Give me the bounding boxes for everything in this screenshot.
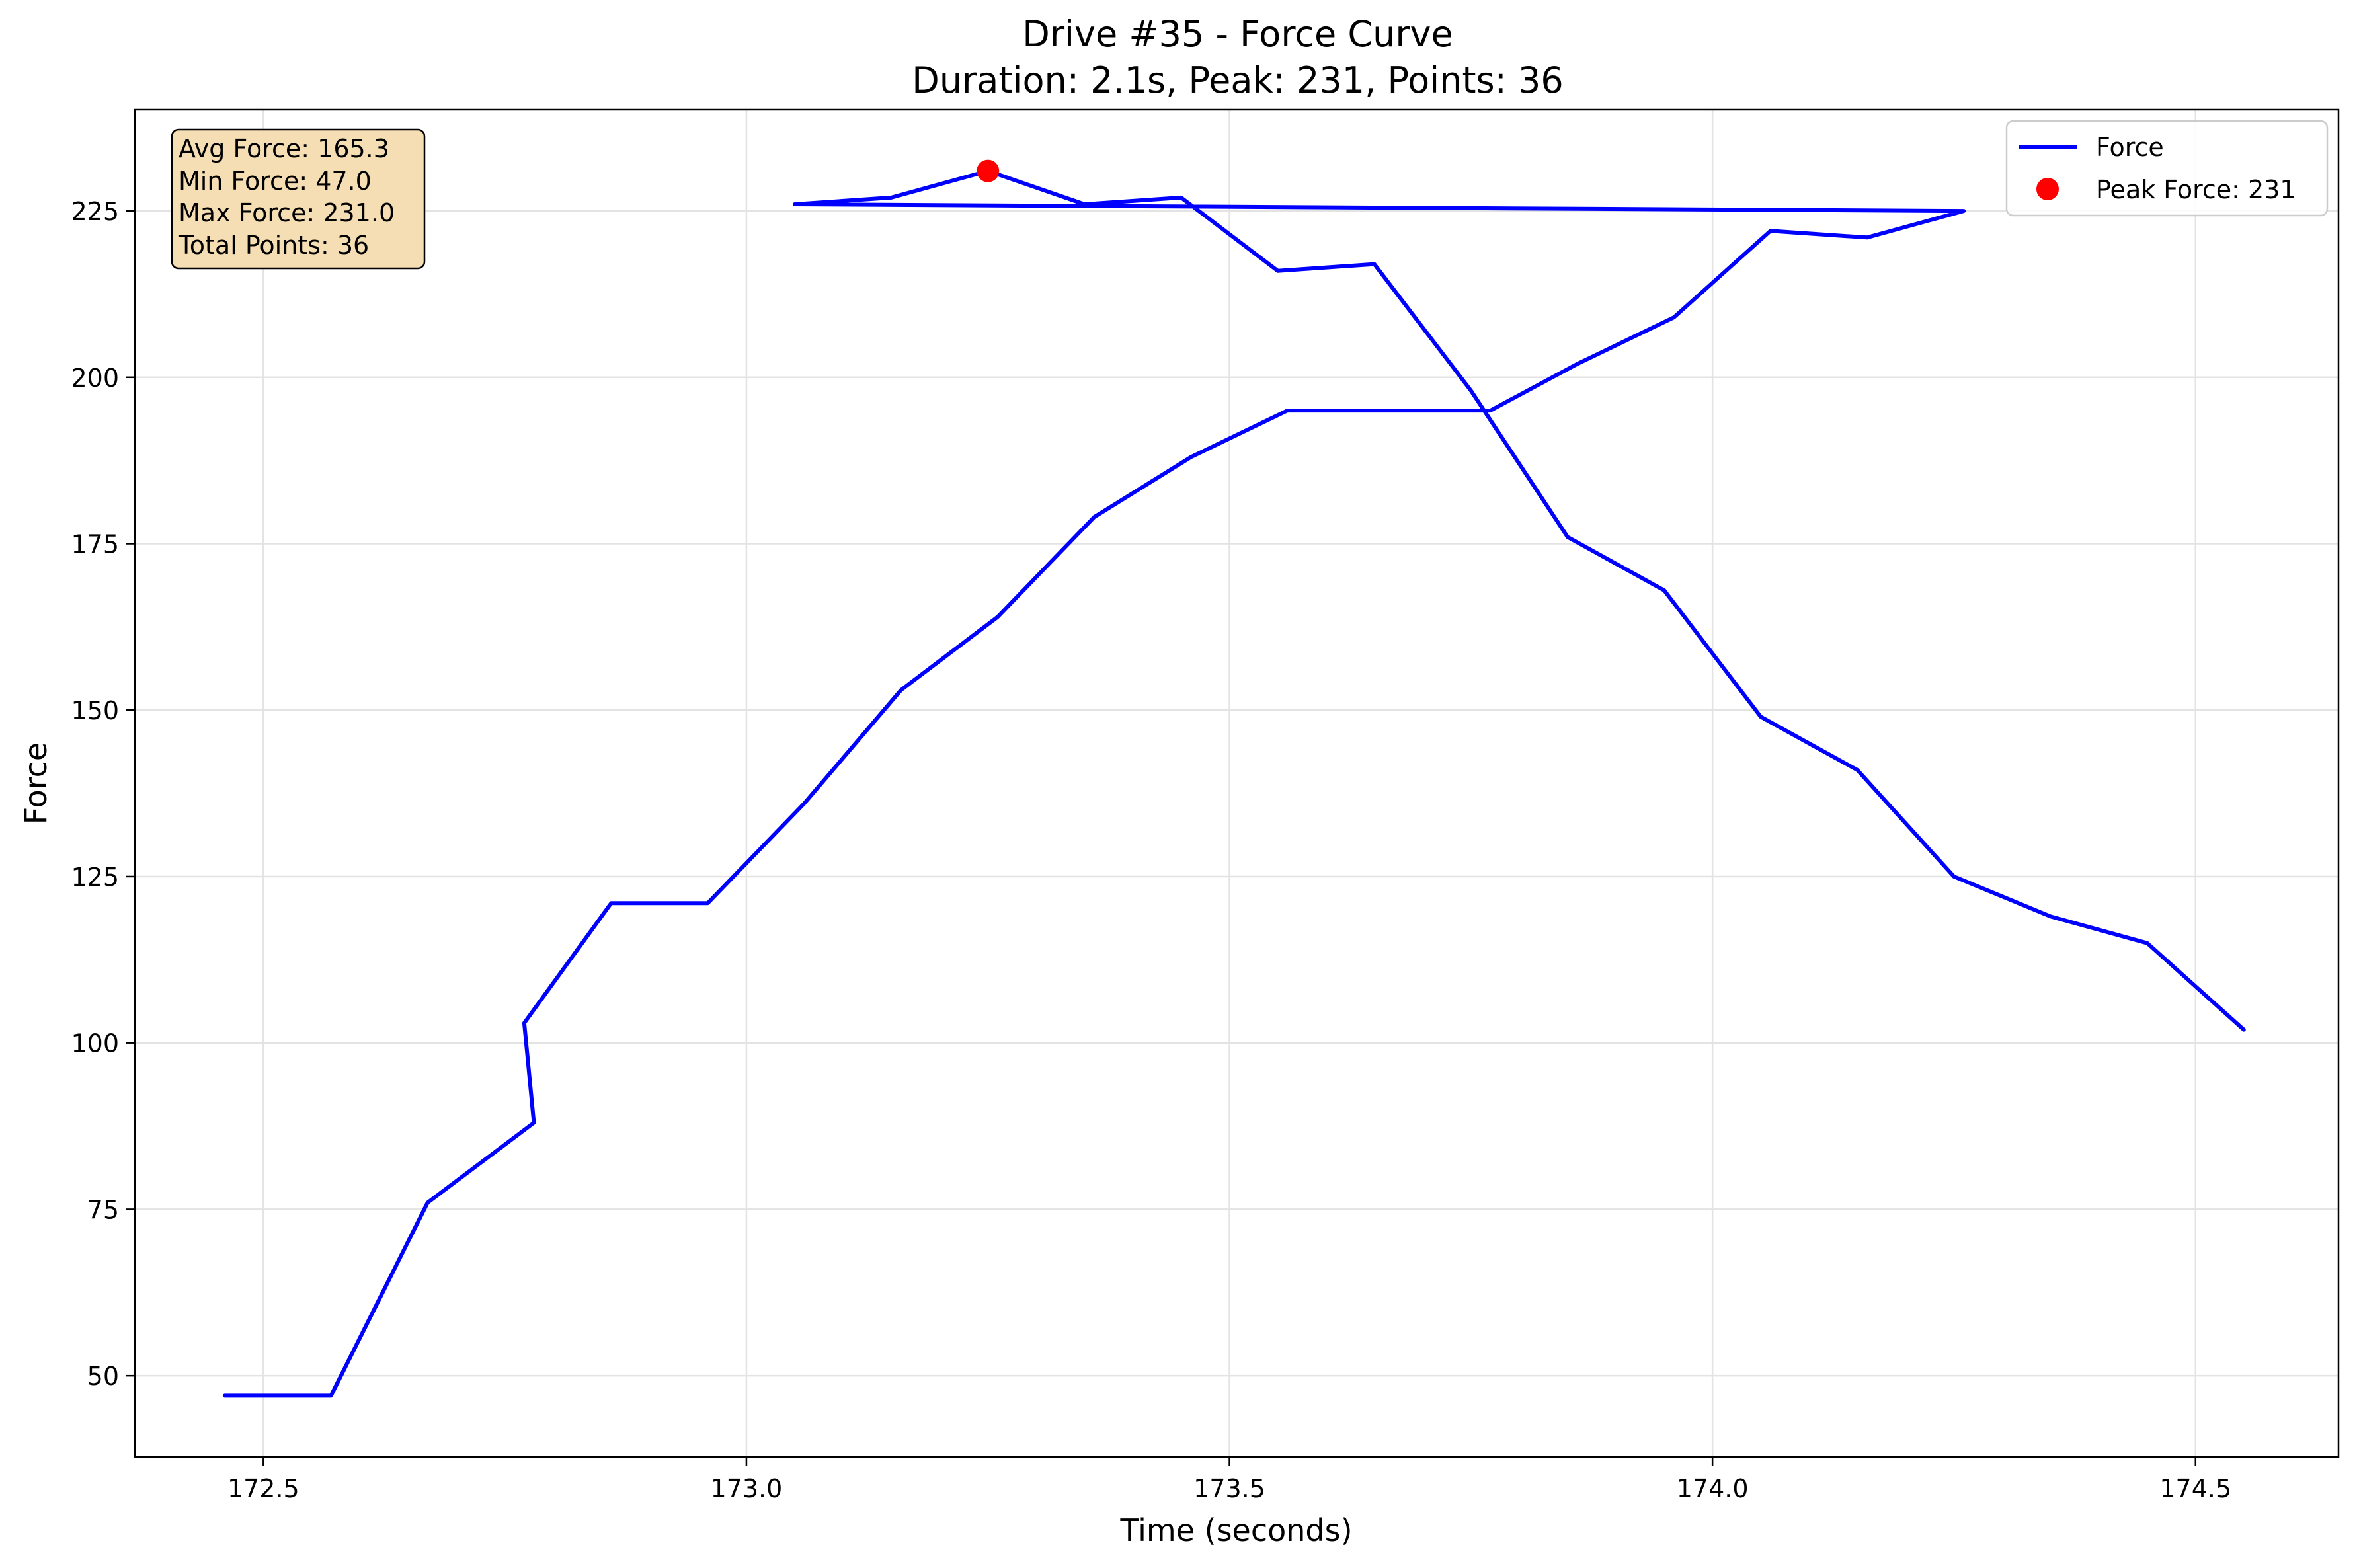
force-data-point: [889, 196, 893, 200]
force-data-point: [1566, 535, 1570, 539]
x-tick-label: 174.5: [2159, 1474, 2231, 1503]
force-data-point: [1373, 262, 1377, 266]
stats-line-avg: Avg Force: 165.3: [179, 134, 389, 163]
y-tick-label: 200: [71, 364, 119, 393]
force-data-point: [609, 901, 613, 905]
x-tick-label: 173.0: [711, 1474, 783, 1503]
peak-force-marker: [977, 159, 1000, 182]
legend-label-peak: Peak Force: 231: [2096, 175, 2296, 204]
force-data-point: [1672, 315, 1676, 319]
force-data-point: [1759, 715, 1763, 719]
series-line-force: [222, 169, 2246, 1398]
force-data-point: [1855, 768, 1859, 772]
legend-swatch-peak: [2036, 178, 2059, 200]
stats-line-total: Total Points: 36: [178, 231, 369, 260]
force-data-point: [1962, 209, 1966, 213]
grid-lines: [135, 110, 2339, 1457]
stats-box: Avg Force: 165.3 Min Force: 47.0 Max For…: [171, 128, 426, 270]
force-data-point: [1769, 229, 1773, 233]
force-data-point: [793, 202, 797, 206]
chart-title: Drive #35 - Force Curve: [1022, 13, 1453, 55]
y-tick-label: 175: [71, 530, 119, 559]
series-layer: [222, 169, 2246, 1398]
force-data-point: [223, 1393, 227, 1397]
force-data-point: [532, 1121, 536, 1125]
legend-label-force: Force: [2096, 133, 2164, 162]
force-data-point: [1382, 409, 1386, 412]
plot-frame: [134, 108, 2340, 1458]
y-tick-label: 100: [71, 1029, 119, 1058]
force-data-point: [1092, 515, 1096, 519]
x-axis-ticks: 172.5 173.0 173.5 174.0 174.5: [227, 1457, 2231, 1503]
force-data-point: [1488, 409, 1492, 412]
force-data-point: [1952, 875, 1956, 879]
force-data-point: [803, 801, 807, 805]
force-data-point: [1179, 196, 1183, 200]
x-tick-label: 173.5: [1193, 1474, 1265, 1503]
force-data-point: [2049, 914, 2053, 918]
force-data-point: [1082, 202, 1086, 206]
x-tick-label: 174.0: [1677, 1474, 1749, 1503]
y-tick-label: 225: [71, 197, 119, 226]
legend-box: [2005, 120, 2329, 217]
y-tick-label: 125: [71, 863, 119, 892]
force-data-point: [1576, 362, 1579, 366]
force-data-point: [522, 1021, 526, 1025]
y-tick-label: 50: [87, 1362, 119, 1391]
y-tick-label: 150: [71, 696, 119, 725]
force-data-point: [996, 615, 1000, 619]
force-data-point: [1469, 389, 1473, 393]
force-data-point: [899, 688, 903, 692]
x-tick-label: 172.5: [227, 1474, 300, 1503]
force-data-point: [1285, 409, 1289, 412]
y-axis-label: Force: [18, 742, 54, 824]
stats-box-background: [171, 128, 426, 270]
force-data-point: [2145, 941, 2149, 945]
force-data-point: [1662, 588, 1666, 592]
chart-subtitle: Duration: 2.1s, Peak: 231, Points: 36: [912, 59, 1564, 101]
force-data-point: [1276, 269, 1280, 273]
legend: Force Peak Force: 231: [2005, 120, 2329, 217]
force-data-point: [1865, 235, 1869, 239]
stats-line-max: Max Force: 231.0: [179, 198, 395, 227]
force-data-point: [426, 1200, 430, 1204]
force-data-point: [2242, 1028, 2246, 1032]
y-tick-label: 75: [87, 1195, 119, 1224]
x-axis-label: Time (seconds): [1119, 1512, 1352, 1548]
force-data-point: [1189, 455, 1193, 459]
stats-line-min: Min Force: 47.0: [179, 167, 372, 196]
force-data-point: [705, 901, 709, 905]
force-data-point: [329, 1393, 333, 1397]
y-axis-ticks: 50 75 100 125 150 175 200 225: [71, 197, 135, 1391]
